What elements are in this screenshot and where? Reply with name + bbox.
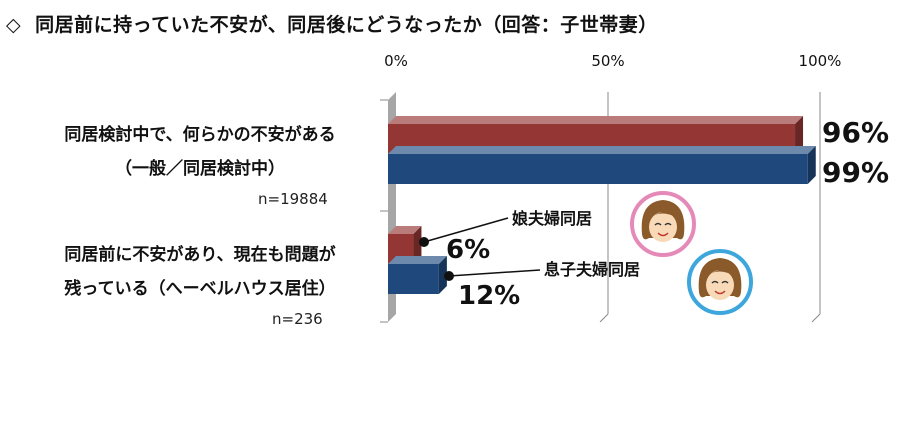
woman-face-icon-blue [687, 249, 753, 315]
diamond-icon: ◇ [6, 14, 22, 36]
category-2-line1: 同居前に不安があり、現在も問題が [64, 245, 336, 265]
woman-face-icon-pink-face [649, 212, 677, 242]
chart-title: ◇ 同居前に持っていた不安が、同居後にどうなったか（回答：子世帯妻） [6, 10, 658, 37]
bar-blue-2-side [438, 256, 447, 294]
data-label: 96% [822, 116, 889, 149]
woman-face-icon-pink-bangs [648, 211, 678, 220]
woman-face-icon-pink-eye-left [654, 222, 662, 226]
bar-red-1-top [388, 116, 804, 124]
callout-wife-label: 娘夫婦同居 [512, 209, 592, 228]
bar-blue-1-side [807, 146, 816, 184]
woman-face-icon-blue-eye-left [711, 280, 719, 284]
woman-face-icon-blue-bangs [705, 269, 735, 278]
woman-face-icon-pink [630, 191, 696, 257]
bar-blue-2 [388, 264, 439, 294]
woman-face-icon-blue-eye-right [721, 280, 729, 284]
woman-face-icon-pink-mouth [657, 232, 669, 237]
category-label-2: 同居前に不安があり、現在も問題が 残っている（へーベルハウス居住） [20, 238, 380, 306]
bar-blue-1 [388, 154, 808, 184]
title-text: 同居前に持っていた不安が、同居後にどうなったか（回答：子世帯妻） [35, 14, 658, 36]
data-label: 6% [446, 235, 490, 265]
category-2-n: n=236 [272, 310, 323, 328]
woman-face-icon-pink-eye-right [664, 222, 672, 226]
callout-line-wife [423, 217, 509, 243]
bar-red-2-side [413, 226, 422, 264]
category-1-line1: 同居検討中で、何らかの不安がある [64, 125, 336, 145]
bar-blue-1-top [388, 146, 816, 154]
data-label: 12% [458, 281, 520, 311]
bar-red-1-side [795, 116, 804, 154]
x-tick-label: 50% [591, 52, 624, 70]
bar-red-2-top [388, 226, 422, 234]
gridline-foot [811, 313, 821, 323]
bar-blue-2-top [388, 256, 447, 264]
callout-husband-label: 息子夫婦同居 [544, 260, 640, 279]
category-2-line2: 残っている（へーベルハウス居住） [64, 279, 336, 299]
x-tick-label: 100% [799, 52, 842, 70]
x-tick-label: 0% [384, 52, 408, 70]
category-label-1: 同居検討中で、何らかの不安がある （一般／同居検討中） [20, 118, 380, 186]
woman-face-icon-blue-face [706, 270, 734, 300]
category-1-n: n=19884 [258, 190, 328, 208]
data-label: 99% [822, 156, 889, 189]
gridline-foot [599, 313, 609, 323]
callout-line-husband [448, 269, 541, 277]
woman-face-icon-blue-mouth [714, 290, 726, 295]
category-1-line2: （一般／同居検討中） [115, 159, 285, 179]
